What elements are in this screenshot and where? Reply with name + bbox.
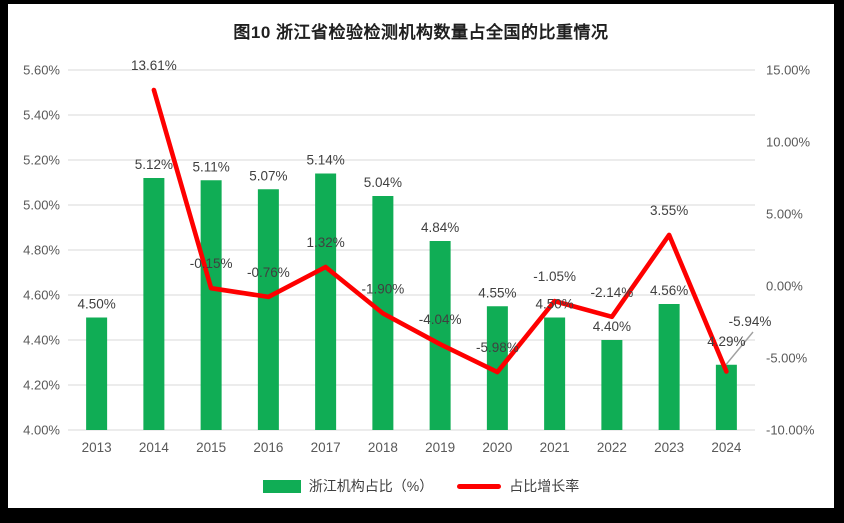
bar-2019	[429, 241, 451, 430]
bar-series-legend-label: 浙江机构占比（%）	[308, 478, 434, 494]
bar-2022	[601, 340, 623, 430]
growth-rate-line	[151, 87, 729, 375]
line-series-swatch-icon	[457, 483, 502, 489]
bar-value-label: 5.11%	[192, 159, 229, 174]
x-axis-label: 2019	[425, 440, 455, 455]
legend-item-line-series: 占比增长率	[457, 476, 579, 496]
x-axis-label: 2018	[368, 440, 398, 455]
left-axis-tick-label: 4.20%	[23, 378, 60, 393]
bar-2020	[486, 306, 508, 430]
bar-value-label: 4.84%	[421, 220, 459, 235]
line-value-label: 1.32%	[306, 235, 344, 250]
left-axis-tick-label: 5.60%	[23, 63, 60, 78]
line-series-legend-label: 占比增长率	[509, 478, 580, 494]
legend-item-bar-series: 浙江机构占比（%）	[262, 476, 434, 496]
line-value-label: -4.04%	[419, 312, 462, 327]
chart-title: 图10 浙江省检验检测机构数量占全国的比重情况	[233, 23, 609, 42]
line-value-label: -0.76%	[247, 265, 290, 280]
combo-chart-plot: 4.00% 4.20% 4.40% 4.60% 4.80% 5.00% 5.20% 5.40%…	[23, 58, 815, 455]
left-axis-tick-label: 4.00%	[23, 423, 60, 438]
bar-value-label: 4.50%	[535, 297, 573, 312]
bar-value-label: 4.40%	[593, 319, 631, 334]
bar-value-label: 5.14%	[306, 153, 344, 168]
bar-2016	[257, 189, 279, 430]
line-value-label: -1.05%	[533, 269, 576, 284]
line-value-label: -5.94%	[729, 314, 772, 329]
x-axis-label: 2015	[196, 440, 226, 455]
left-axis-tick-label: 5.20%	[23, 153, 60, 168]
chart-legend: 浙江机构占比（%） 占比增长率	[8, 476, 834, 496]
right-axis-tick-label: 5.00%	[766, 207, 803, 222]
right-axis-tick-label: 0.00%	[766, 279, 803, 294]
bar-value-label: 4.50%	[77, 297, 115, 312]
bar-value-label: 4.55%	[478, 285, 516, 300]
bar-value-label: 5.07%	[249, 168, 287, 183]
left-axis-tick-label: 5.40%	[23, 108, 60, 123]
x-axis-label: 2016	[253, 440, 283, 455]
line-value-label: -5.98%	[476, 340, 519, 355]
bar-value-label: 4.29%	[707, 334, 745, 349]
x-axis-label: 2022	[597, 440, 627, 455]
left-axis-tick-label: 4.40%	[23, 333, 60, 348]
line-value-label: -2.14%	[590, 285, 633, 300]
x-axis-label: 2023	[654, 440, 684, 455]
left-axis-tick-label: 4.80%	[23, 243, 60, 258]
x-axis-label: 2024	[711, 440, 742, 455]
line-value-label: 13.61%	[131, 58, 177, 73]
bar-2024	[715, 364, 737, 430]
callout-leader-line	[723, 331, 754, 368]
line-value-label: -1.90%	[361, 281, 404, 296]
bar-2021	[544, 317, 566, 430]
x-axis-label: 2013	[82, 440, 112, 455]
x-axis-label: 2020	[482, 440, 512, 455]
right-axis-tick-label: -10.00%	[766, 423, 815, 438]
bar-2023	[658, 304, 680, 430]
bar-value-label: 5.12%	[135, 157, 173, 172]
bar-2014	[143, 178, 165, 430]
bar-2015	[200, 180, 222, 430]
bar-2013	[86, 317, 108, 430]
bar-value-label: 5.04%	[364, 175, 402, 190]
left-axis-tick-label: 5.00%	[23, 198, 60, 213]
x-axis-label: 2014	[139, 440, 170, 455]
right-axis-tick-label: 15.00%	[766, 63, 811, 78]
bar-series-swatch-icon	[262, 479, 301, 493]
right-axis-tick-label: -5.00%	[766, 351, 808, 366]
bar-2017	[315, 173, 337, 430]
chart-card: 图10 浙江省检验检测机构数量占全国的比重情况 4.00% 4.20% 4.40% 4…	[8, 4, 834, 508]
line-value-label: 3.55%	[650, 203, 688, 218]
x-axis-label: 2021	[540, 440, 570, 455]
line-value-label: -0.15%	[190, 256, 233, 271]
bar-value-label: 4.56%	[650, 283, 688, 298]
left-axis-tick-label: 4.60%	[23, 288, 60, 303]
x-axis-label: 2017	[311, 440, 341, 455]
right-axis-tick-label: 10.00%	[766, 135, 811, 150]
